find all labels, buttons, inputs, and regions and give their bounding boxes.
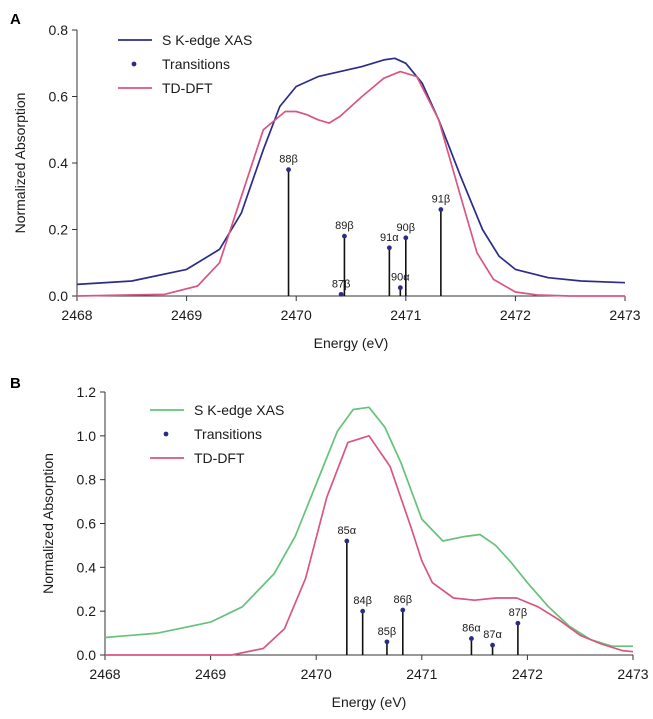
transition-point — [400, 607, 406, 613]
panel-label: A — [10, 11, 21, 28]
legend-entry: Transitions — [194, 426, 262, 442]
y-tick-label: 0.0 — [49, 288, 69, 304]
x-tick-label: 2473 — [609, 307, 640, 323]
series-line-td-dft — [105, 434, 634, 656]
x-tick-label: 2468 — [89, 666, 120, 682]
y-tick-label: 0.2 — [77, 603, 97, 619]
y-tick-label: 1.2 — [77, 384, 97, 400]
transition-point — [384, 639, 390, 645]
transition-point — [344, 538, 350, 544]
y-tick-label: 0.0 — [77, 647, 97, 663]
legend-entry: TD-DFT — [194, 450, 245, 466]
legend-entry: S K-edge XAS — [162, 32, 252, 48]
x-tick-label: 2470 — [301, 666, 332, 682]
x-tick-label: 2472 — [500, 307, 531, 323]
transition-point — [342, 233, 347, 239]
x-tick-label: 2473 — [617, 666, 648, 682]
legend-entry: S K-edge XAS — [194, 402, 284, 418]
legend-entry: TD-DFT — [162, 80, 213, 96]
x-tick-label: 2471 — [390, 307, 421, 323]
x-tick-label: 2471 — [406, 666, 437, 682]
x-tick-label: 2472 — [512, 666, 543, 682]
x-tick-label: 2469 — [171, 307, 202, 323]
x-tick-label: 2468 — [61, 307, 92, 323]
panel-a: A 0.0 0.2 0.4 0.6 0.8 2468 2469 2470 2471 2472 2473… — [10, 11, 641, 351]
transition-point — [386, 245, 392, 251]
transition-point — [338, 291, 344, 297]
transition-point — [286, 167, 291, 173]
transition-label: 91α — [380, 232, 399, 244]
y-axis-label: Normalized Absorption — [40, 453, 56, 594]
legend-marker — [131, 61, 137, 67]
transition-label: 87β — [332, 278, 351, 290]
transition-label: 90β — [397, 222, 416, 234]
transition-label: 90α — [391, 272, 410, 284]
transition-point — [360, 608, 366, 614]
legend-entry: Transitions — [162, 56, 230, 72]
series-line-td-dft — [76, 70, 625, 297]
transition-label: 85α — [338, 525, 357, 537]
transition-point — [438, 207, 444, 212]
transition-point — [515, 620, 521, 626]
transition-label: 91β — [432, 194, 451, 206]
x-axis-label: Energy (eV) — [314, 335, 389, 351]
y-tick-label: 0.6 — [77, 516, 97, 532]
y-tick-label: 0.8 — [49, 22, 69, 38]
series-line-s-k-edge-xas — [104, 406, 633, 648]
x-tick-label: 2469 — [195, 666, 226, 682]
legend-marker — [163, 431, 169, 437]
series-line-s-k-edge-xas — [76, 57, 626, 286]
y-tick-label: 0.8 — [77, 472, 97, 488]
transition-label: 89β — [335, 220, 354, 232]
transition-label: 88β — [279, 154, 298, 166]
transition-label: 84β — [353, 595, 372, 607]
transition-point — [469, 636, 474, 641]
y-tick-label: 1.0 — [77, 428, 97, 444]
transition-label: 87α — [483, 629, 502, 641]
x-tick-label: 2470 — [281, 307, 312, 323]
x-axis-label: Energy (eV) — [332, 694, 407, 710]
y-tick-label: 0.4 — [77, 559, 97, 575]
transition-label: 85β — [378, 626, 397, 638]
transition-label: 87β — [509, 607, 528, 619]
panel-label: B — [10, 375, 21, 392]
transition-point — [397, 285, 403, 291]
y-tick-label: 0.2 — [49, 222, 69, 238]
y-tick-label: 0.6 — [49, 89, 69, 105]
transition-point — [490, 642, 495, 648]
panel-b: B 0.0 0.2 0.4 0.6 0.8 1.0 1.2 2468 2469 2470 2471 24… — [10, 375, 649, 710]
transition-point — [403, 235, 409, 241]
y-axis-label: Normalized Absorption — [12, 93, 28, 234]
transition-label: 86β — [394, 594, 413, 606]
transition-label: 86α — [462, 623, 481, 635]
y-tick-label: 0.4 — [49, 155, 69, 171]
